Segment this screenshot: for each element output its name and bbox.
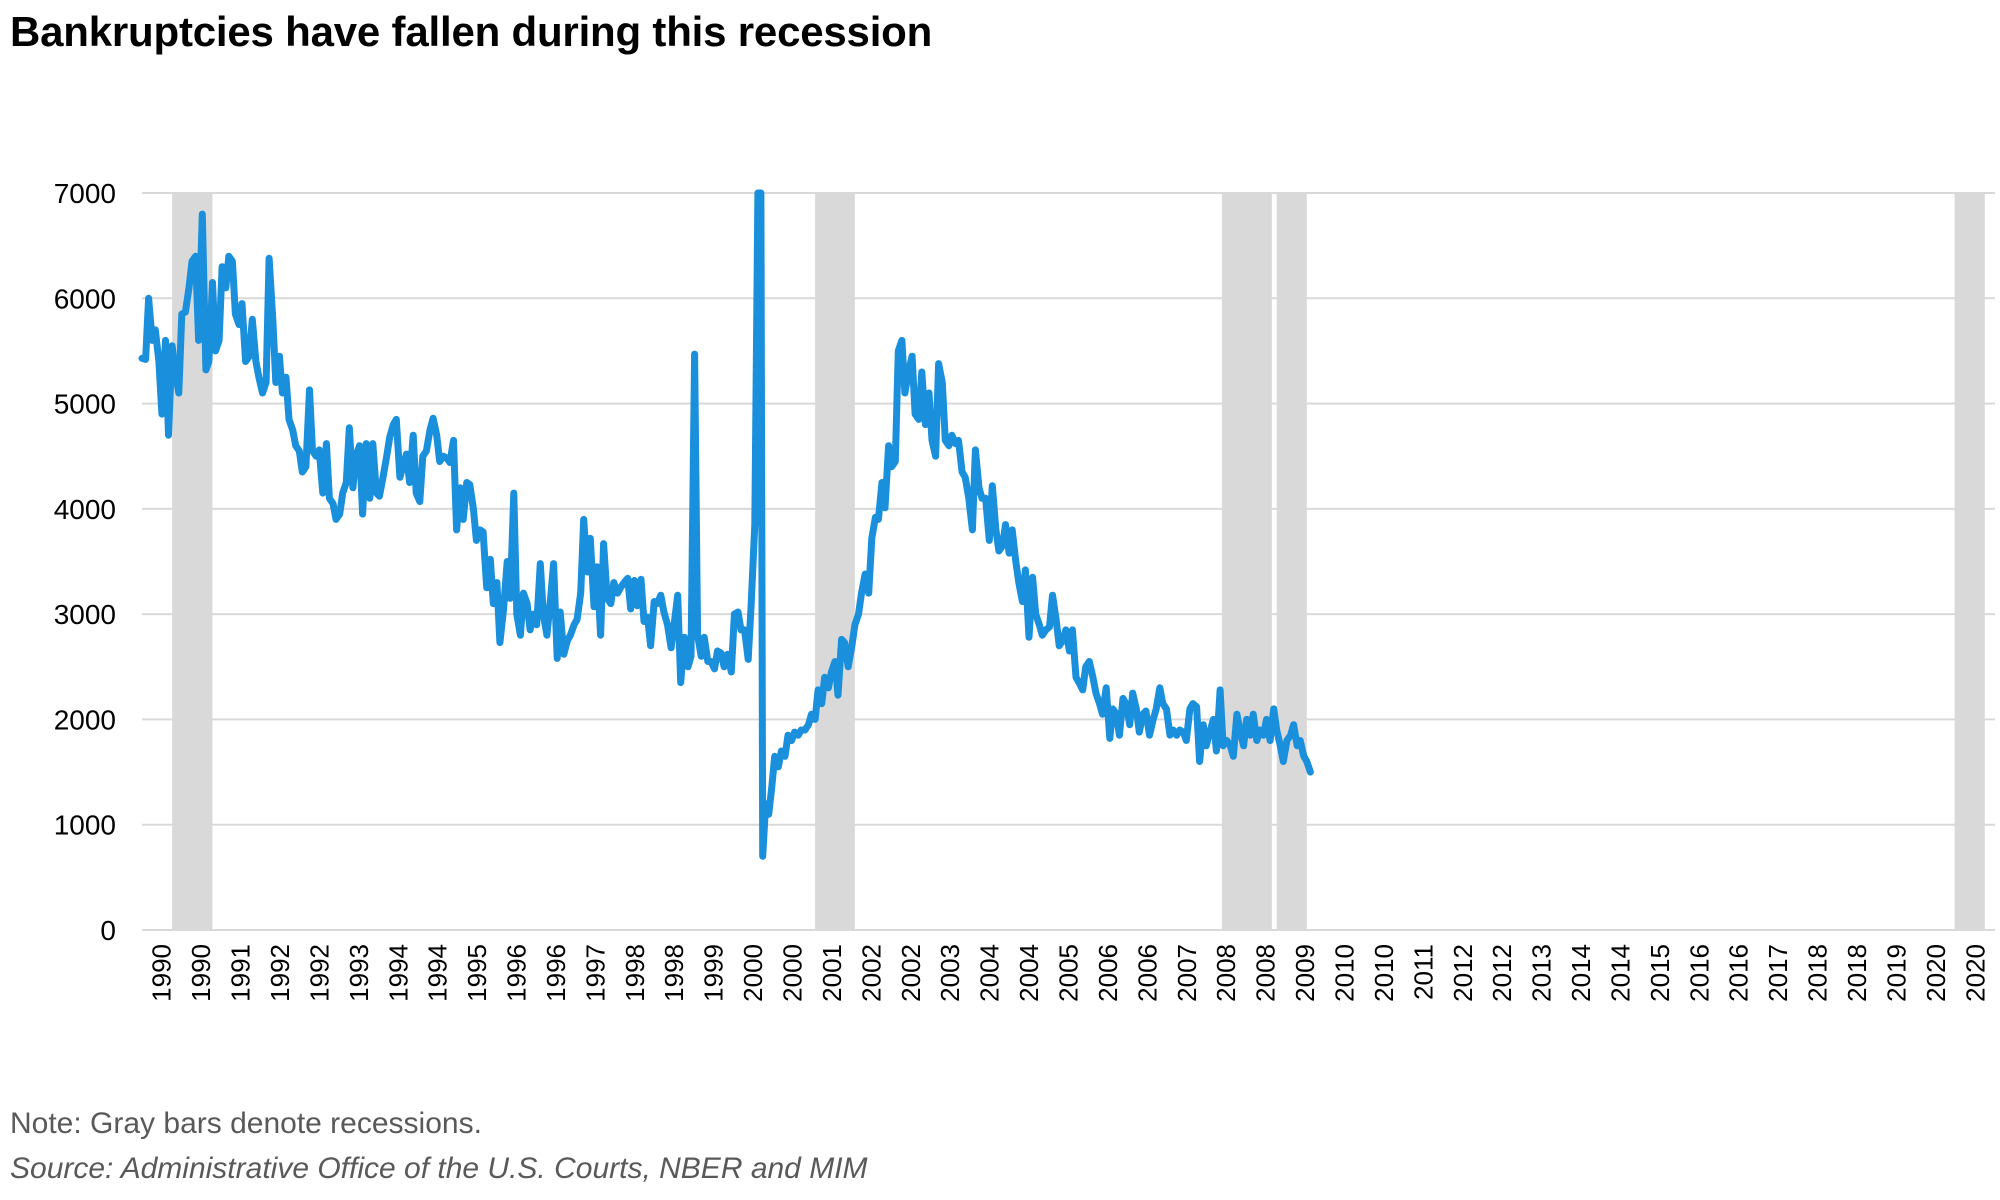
x-tick-label: 2000	[738, 944, 768, 1002]
x-tick-label: 1993	[344, 944, 374, 1002]
x-tick-label: 1994	[423, 944, 453, 1002]
x-tick-label: 1996	[502, 944, 532, 1002]
x-tick-label: 2010	[1329, 944, 1359, 1002]
x-tick-label: 2004	[975, 944, 1005, 1002]
x-tick-label: 2002	[896, 944, 926, 1002]
series-lines	[138, 189, 1314, 860]
x-tick-label: 1999	[699, 944, 729, 1002]
series-line-bankruptcies	[138, 189, 1314, 860]
x-tick-label: 2005	[1054, 944, 1084, 1002]
x-tick-label: 1998	[620, 944, 650, 1002]
x-tick-label: 2007	[1172, 944, 1202, 1002]
x-tick-label: 2013	[1527, 944, 1557, 1002]
y-tick-label: 4000	[54, 494, 116, 525]
x-tick-label: 2002	[856, 944, 886, 1002]
x-tick-label: 2017	[1763, 944, 1793, 1002]
x-tick-label: 1995	[462, 944, 492, 1002]
y-tick-label: 0	[100, 915, 116, 946]
x-tick-label: 2012	[1487, 944, 1517, 1002]
gridlines	[142, 192, 1995, 931]
x-tick-label: 1994	[383, 944, 413, 1002]
x-tick-label: 2014	[1605, 944, 1635, 1002]
x-tick-label: 2015	[1645, 944, 1675, 1002]
x-tick-label: 1992	[304, 944, 334, 1002]
y-tick-label: 2000	[54, 704, 116, 735]
x-tick-label: 2019	[1881, 944, 1911, 1002]
x-tick-label: 2008	[1251, 944, 1281, 1002]
x-tick-label: 2016	[1724, 944, 1754, 1002]
x-tick-label: 2012	[1448, 944, 1478, 1002]
y-tick-label: 7000	[54, 178, 116, 209]
x-tick-label: 2006	[1093, 944, 1123, 1002]
x-tick-label: 2010	[1369, 944, 1399, 1002]
x-tick-label: 2001	[817, 944, 847, 1002]
y-tick-label: 1000	[54, 810, 116, 841]
recession-bar-4	[1954, 193, 1985, 930]
x-tick-label: 1992	[265, 944, 295, 1002]
x-tick-label: 2020	[1960, 944, 1990, 1002]
y-axis-ticks: 0 1000 2000 3000 4000 5000 6000 7000	[54, 178, 116, 946]
x-tick-label: 2004	[1014, 944, 1044, 1002]
x-tick-label: 1996	[541, 944, 571, 1002]
x-tick-label: 1990	[147, 944, 177, 1002]
x-tick-label: 1991	[226, 944, 256, 1002]
y-tick-label: 6000	[54, 283, 116, 314]
x-tick-label: 2000	[778, 944, 808, 1002]
x-tick-label: 2016	[1684, 944, 1714, 1002]
y-tick-label: 3000	[54, 599, 116, 630]
x-tick-label: 1997	[580, 944, 610, 1002]
y-tick-label: 5000	[54, 389, 116, 420]
x-tick-label: 1990	[186, 944, 216, 1002]
x-tick-label: 2020	[1921, 944, 1951, 1002]
chart-title: Bankruptcies have fallen during this rec…	[10, 8, 933, 55]
recession-bars	[172, 193, 1985, 930]
chart-source: Source: Administrative Office of the U.S…	[10, 1152, 868, 1185]
x-tick-label: 2006	[1132, 944, 1162, 1002]
x-axis-ticks: 1990 1990 1991 1992 1992 1993 1994 1994 1995 1996…	[147, 944, 1991, 1002]
x-tick-label: 2003	[935, 944, 965, 1002]
x-tick-label: 1998	[659, 944, 689, 1002]
x-tick-label: 2009	[1290, 944, 1320, 1002]
chart-note: Note: Gray bars denote recessions.	[10, 1107, 482, 1140]
recession-bar-2	[1221, 193, 1272, 930]
recession-bar-1	[815, 193, 855, 930]
x-tick-label: 2011	[1408, 944, 1438, 1000]
x-tick-label: 2018	[1842, 944, 1872, 1002]
x-tick-label: 2008	[1211, 944, 1241, 1002]
x-tick-label: 2018	[1803, 944, 1833, 1002]
x-tick-label: 2014	[1566, 944, 1596, 1002]
recession-bar-3	[1276, 193, 1307, 930]
